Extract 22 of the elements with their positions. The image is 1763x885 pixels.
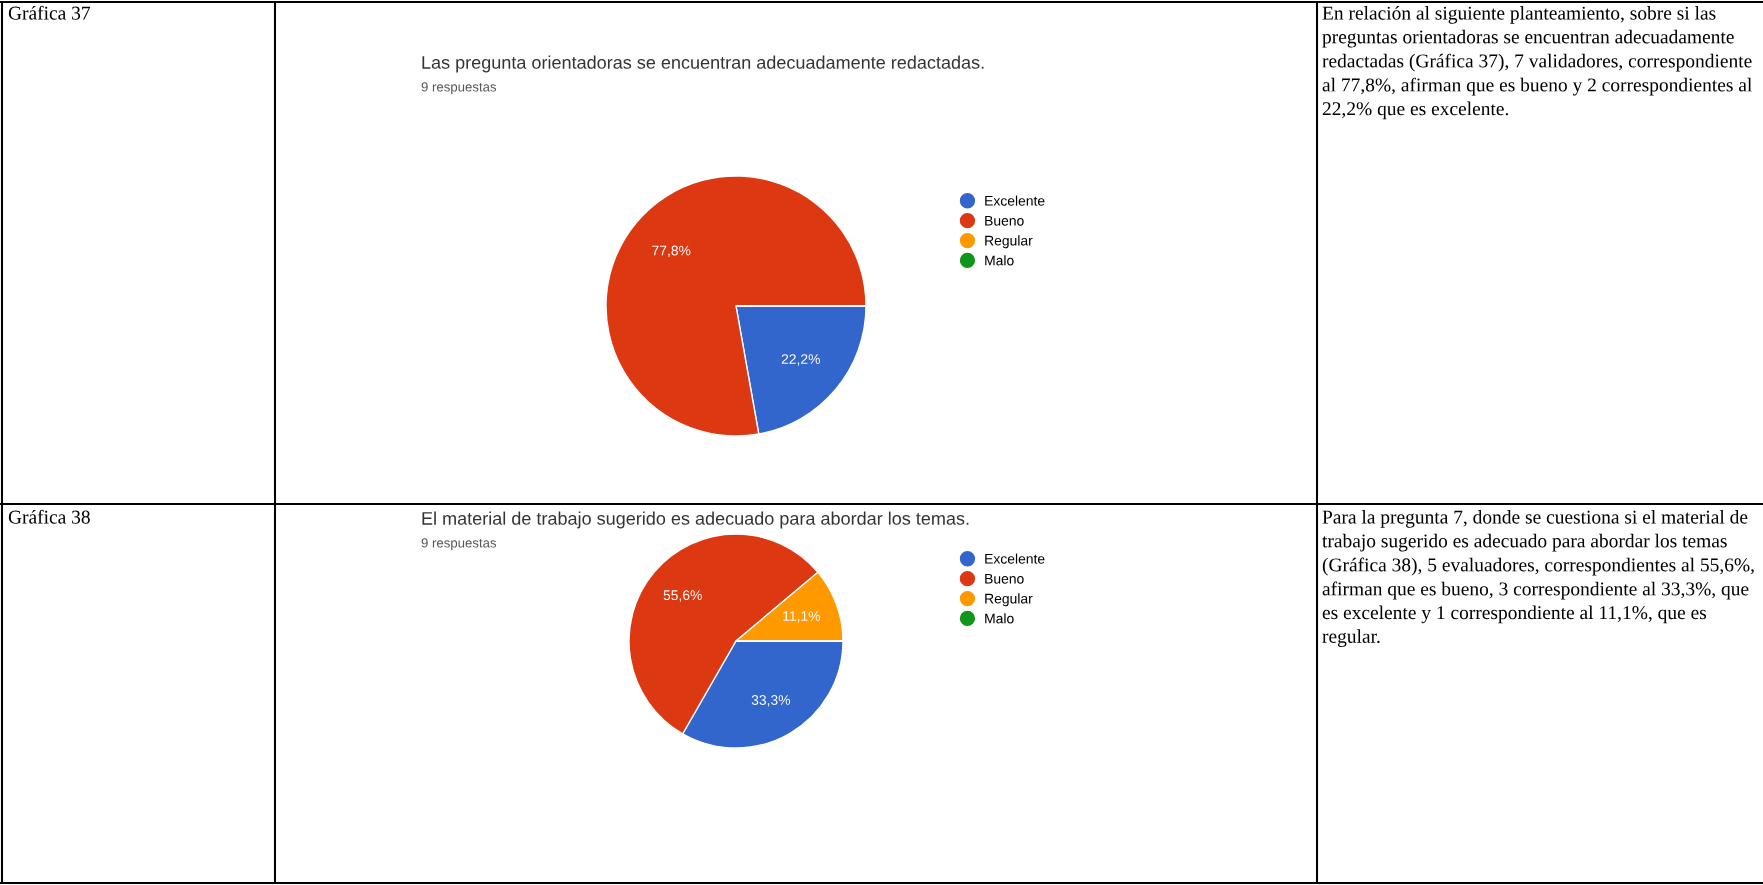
text: En relación al siguiente planteamiento, sobre si las preguntas orientadoras se encuentran adecuadamente redactadas (Gráfica 37), 7 validadores, correspondiente al 77,8%, afirman que es bueno y 2 correspondientes al 22,2% que es excelente.	[1322, 6, 1752, 120]
data-label: 11,1%	[783, 611, 821, 623]
legend-label: Bueno	[985, 573, 1024, 584]
data-label: 55,6%	[663, 590, 702, 602]
text: Gráfica 37	[8, 5, 91, 20]
text: 9 respuestas	[421, 538, 497, 551]
legend-label: Malo	[985, 613, 1014, 624]
data-label: 22,2%	[781, 354, 820, 366]
text: Gráfica 38	[8, 509, 90, 524]
text: Para la pregunta 7, donde se cuestiona si el material de trabajo sugerido es adecuado para abordar los temas (Gráfica 38), 5 evaluadores, correspondientes al 55,6%, afirman que es bueno, 3 correspondiente al 33,3%, que es excelente y 1 correspondiente al 11,1%, que es regular.	[1322, 510, 1754, 647]
data-label: 33,3%	[751, 695, 791, 707]
data-label: 77,8%	[652, 245, 691, 258]
text: 9 respuestas	[421, 82, 497, 95]
pie-slice	[605, 175, 867, 437]
legend-label: Regular	[985, 235, 1033, 249]
legend-label: Bueno	[985, 215, 1024, 226]
legend-label: Malo	[985, 255, 1014, 266]
legend-label: Excelente	[985, 195, 1045, 206]
chart-title: Las pregunta orientadoras se encuentran adecuadamente redactadas.	[422, 55, 984, 73]
chart-title: El material de trabajo sugerido es adecuado para abordar los temas.	[422, 511, 969, 529]
legend-label: Excelente	[985, 553, 1045, 564]
legend-label: Regular	[985, 593, 1033, 607]
